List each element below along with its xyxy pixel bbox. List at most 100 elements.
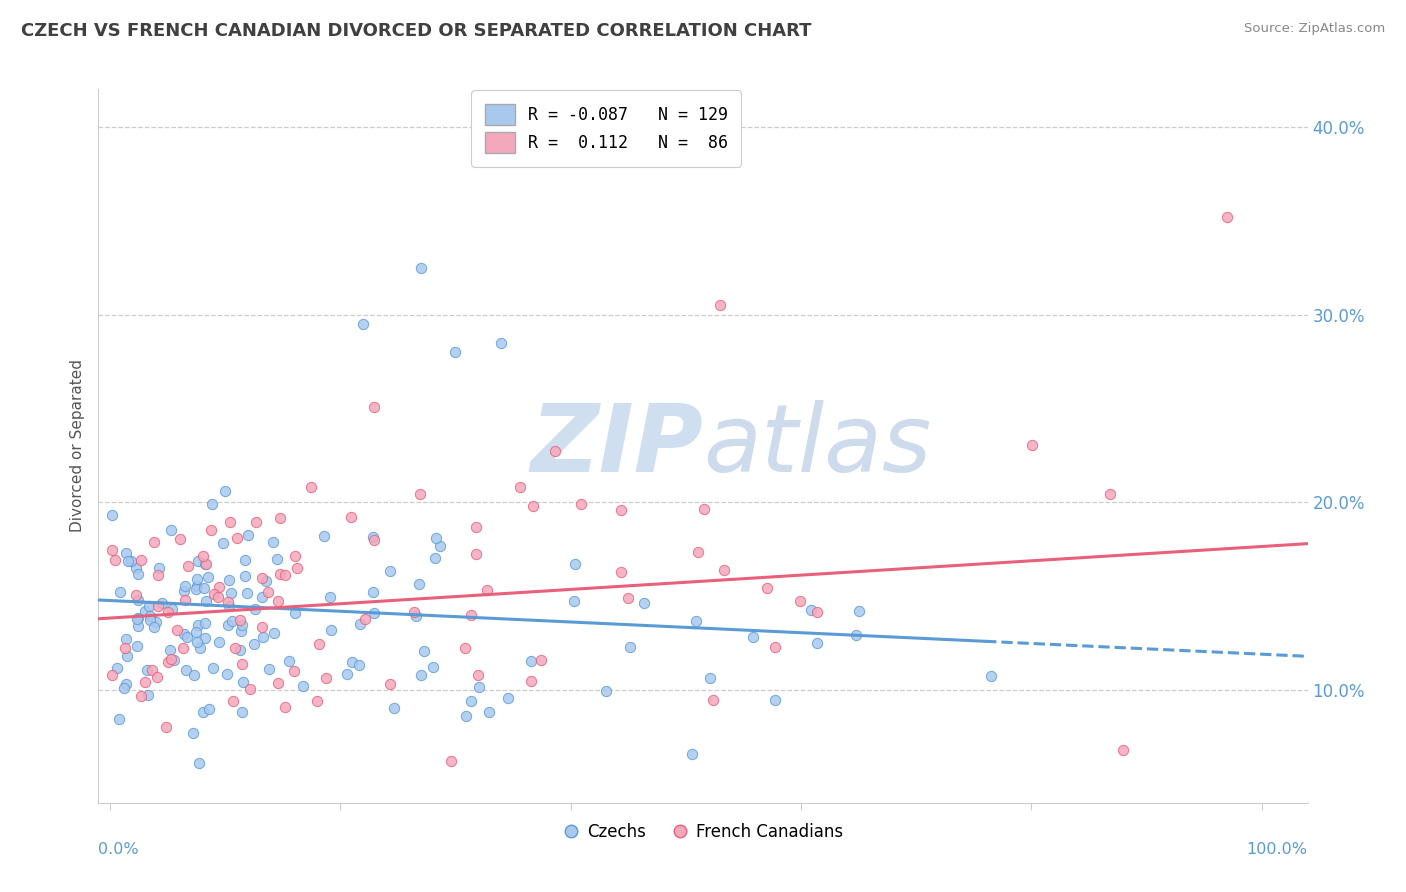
Point: [148, 599, 170, 613]
Point: [491, 335, 513, 350]
Point: [633, 596, 655, 610]
Point: [285, 560, 308, 574]
Point: [685, 614, 707, 628]
Point: [226, 531, 249, 545]
Point: [315, 671, 337, 685]
Point: [232, 674, 254, 689]
Point: [250, 571, 273, 585]
Point: [211, 536, 233, 550]
Point: [349, 658, 371, 673]
Point: [186, 635, 208, 649]
Point: [208, 580, 231, 594]
Point: [409, 487, 432, 501]
Point: [562, 594, 585, 608]
Point: [183, 667, 205, 681]
Point: [125, 612, 148, 626]
Point: [425, 531, 447, 545]
Point: [138, 599, 160, 613]
Point: [186, 572, 208, 586]
Point: [231, 618, 253, 632]
Point: [284, 549, 307, 563]
Point: [409, 668, 432, 682]
Point: [197, 702, 219, 716]
Point: [522, 499, 544, 513]
Point: [200, 496, 222, 510]
Point: [176, 630, 198, 644]
Point: [252, 630, 274, 644]
Text: 100.0%: 100.0%: [1247, 842, 1308, 857]
Point: [277, 654, 299, 668]
Point: [468, 681, 491, 695]
Point: [713, 563, 735, 577]
Point: [101, 542, 124, 557]
Point: [423, 551, 446, 566]
Point: [173, 627, 195, 641]
Point: [848, 604, 870, 618]
Point: [335, 666, 357, 681]
Legend: Czechs, French Canadians: Czechs, French Canadians: [555, 817, 851, 848]
Point: [187, 554, 209, 568]
Point: [274, 568, 297, 582]
Point: [269, 510, 291, 524]
Point: [187, 756, 209, 771]
Point: [177, 558, 200, 573]
Point: [195, 558, 218, 572]
Point: [125, 589, 148, 603]
Point: [186, 579, 208, 593]
Point: [239, 681, 262, 696]
Point: [135, 663, 157, 677]
Point: [143, 535, 166, 549]
Point: [806, 635, 828, 649]
Point: [245, 516, 267, 530]
Point: [191, 549, 214, 563]
Point: [454, 640, 477, 655]
Point: [692, 501, 714, 516]
Text: ZIP: ZIP: [530, 400, 703, 492]
Point: [409, 260, 432, 275]
Point: [208, 635, 231, 649]
Point: [188, 641, 211, 656]
Point: [619, 640, 641, 654]
Point: [142, 620, 165, 634]
Y-axis label: Divorced or Separated: Divorced or Separated: [69, 359, 84, 533]
Point: [219, 586, 242, 600]
Point: [378, 677, 401, 691]
Point: [195, 594, 218, 608]
Point: [352, 317, 374, 331]
Point: [742, 630, 765, 644]
Point: [519, 654, 541, 668]
Point: [217, 595, 239, 609]
Point: [129, 553, 152, 567]
Point: [363, 585, 385, 599]
Point: [127, 619, 149, 633]
Point: [467, 667, 489, 681]
Point: [361, 530, 384, 544]
Point: [155, 720, 177, 734]
Point: [681, 747, 703, 762]
Point: [509, 480, 531, 494]
Point: [197, 569, 219, 583]
Point: [101, 508, 124, 523]
Point: [138, 613, 160, 627]
Text: 0.0%: 0.0%: [98, 842, 139, 857]
Point: [174, 663, 197, 677]
Point: [184, 582, 207, 596]
Point: [363, 606, 385, 620]
Point: [263, 625, 285, 640]
Point: [267, 594, 290, 608]
Point: [157, 606, 180, 620]
Point: [382, 701, 405, 715]
Point: [141, 664, 163, 678]
Point: [108, 584, 131, 599]
Point: [1216, 210, 1239, 224]
Point: [755, 581, 778, 595]
Point: [174, 579, 197, 593]
Point: [127, 592, 149, 607]
Point: [242, 637, 264, 651]
Point: [319, 590, 342, 604]
Point: [114, 640, 136, 655]
Point: [112, 681, 135, 695]
Point: [114, 546, 136, 560]
Point: [221, 614, 243, 628]
Point: [498, 691, 520, 706]
